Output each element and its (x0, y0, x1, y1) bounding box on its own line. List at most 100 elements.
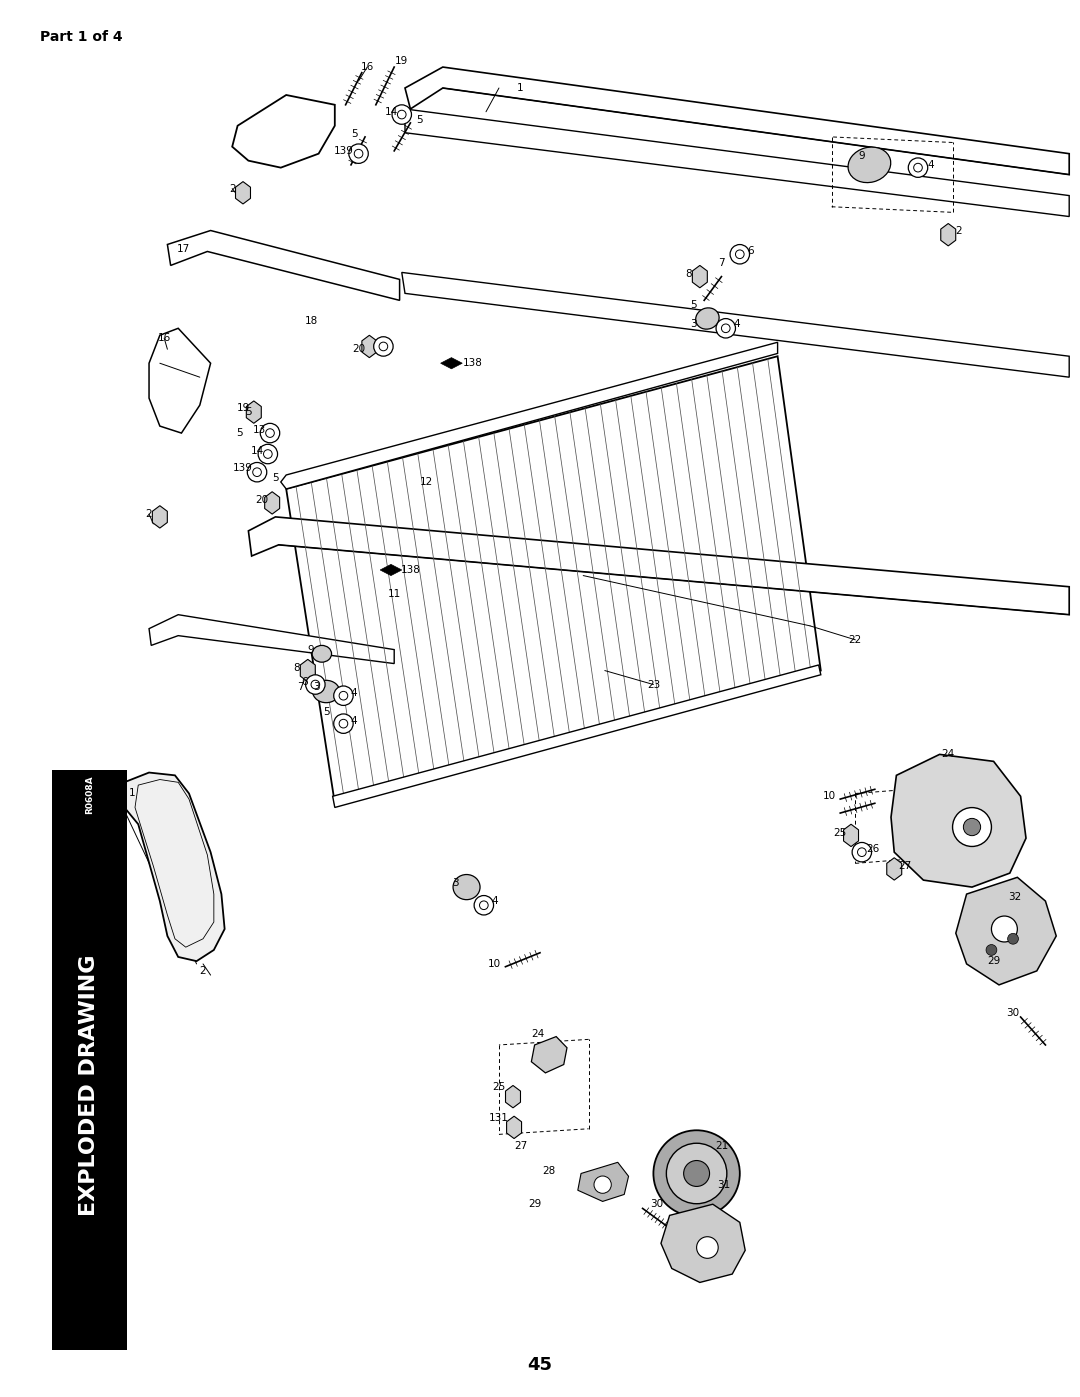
Text: 131: 131 (489, 1112, 509, 1123)
Text: 16: 16 (361, 61, 374, 73)
Polygon shape (692, 265, 707, 288)
Text: 22: 22 (849, 634, 862, 645)
Polygon shape (578, 1162, 629, 1201)
Circle shape (991, 916, 1017, 942)
Text: 32: 32 (1009, 891, 1022, 902)
Text: 14: 14 (384, 106, 397, 117)
Text: 20: 20 (255, 495, 268, 506)
Text: 8: 8 (294, 662, 300, 673)
Polygon shape (149, 328, 211, 433)
Circle shape (247, 462, 267, 482)
Ellipse shape (313, 680, 339, 703)
Circle shape (354, 149, 363, 158)
Circle shape (374, 337, 393, 356)
Circle shape (730, 244, 750, 264)
Text: 11: 11 (388, 588, 401, 599)
Text: 6: 6 (747, 246, 754, 257)
Text: 29: 29 (987, 956, 1000, 967)
Text: 25: 25 (834, 827, 847, 838)
Circle shape (397, 110, 406, 119)
Polygon shape (405, 109, 1069, 217)
Polygon shape (246, 401, 261, 423)
Polygon shape (152, 506, 167, 528)
Polygon shape (235, 182, 251, 204)
Polygon shape (661, 1204, 745, 1282)
Text: 139: 139 (233, 462, 253, 474)
Polygon shape (380, 564, 402, 576)
Circle shape (684, 1161, 710, 1186)
Circle shape (334, 714, 353, 733)
Text: 4: 4 (928, 159, 934, 170)
Polygon shape (441, 358, 462, 369)
Polygon shape (941, 224, 956, 246)
Text: 6: 6 (301, 676, 308, 687)
Ellipse shape (312, 645, 332, 662)
Text: 45: 45 (527, 1356, 553, 1375)
Text: EXPLODED DRAWING: EXPLODED DRAWING (80, 954, 99, 1215)
Text: 14: 14 (251, 446, 264, 457)
Text: 30: 30 (1007, 1007, 1020, 1018)
Text: 5: 5 (416, 115, 422, 126)
Polygon shape (167, 231, 400, 300)
Text: 3: 3 (313, 682, 320, 693)
Text: 16: 16 (158, 332, 171, 344)
Text: 24: 24 (942, 749, 955, 760)
Text: 10: 10 (488, 958, 501, 970)
Polygon shape (505, 1085, 521, 1108)
Text: 19: 19 (237, 402, 249, 414)
Text: 13: 13 (253, 425, 266, 436)
Text: 4: 4 (351, 715, 357, 726)
Circle shape (474, 895, 494, 915)
Text: 26: 26 (866, 844, 879, 855)
Polygon shape (265, 492, 280, 514)
Circle shape (260, 423, 280, 443)
Circle shape (480, 901, 488, 909)
Text: Part 1 of 4: Part 1 of 4 (40, 29, 123, 43)
Circle shape (914, 163, 922, 172)
Polygon shape (362, 335, 377, 358)
Circle shape (963, 819, 981, 835)
Circle shape (697, 1236, 718, 1259)
Text: 1: 1 (129, 788, 135, 799)
Circle shape (721, 324, 730, 332)
Circle shape (908, 158, 928, 177)
Circle shape (735, 250, 744, 258)
Text: 5: 5 (272, 472, 279, 483)
Text: 5: 5 (351, 129, 357, 140)
Circle shape (258, 444, 278, 464)
Text: 5: 5 (237, 427, 243, 439)
Circle shape (266, 429, 274, 437)
Circle shape (716, 319, 735, 338)
Text: 17: 17 (177, 243, 190, 254)
Bar (52, 820, 127, 1350)
Circle shape (986, 944, 997, 956)
Text: 23: 23 (647, 679, 660, 690)
Text: 21: 21 (715, 1140, 728, 1151)
Text: 19: 19 (395, 56, 408, 67)
Text: 27: 27 (514, 1140, 527, 1151)
Polygon shape (405, 67, 1069, 175)
Circle shape (339, 719, 348, 728)
Text: 8: 8 (686, 268, 692, 279)
Circle shape (349, 144, 368, 163)
Text: 2: 2 (200, 965, 206, 977)
Text: 2: 2 (229, 183, 235, 194)
Polygon shape (843, 824, 859, 847)
Text: 4: 4 (733, 319, 740, 330)
Text: 18: 18 (305, 316, 318, 327)
Circle shape (594, 1176, 611, 1193)
Circle shape (264, 450, 272, 458)
Text: 7: 7 (297, 682, 303, 693)
Text: 10: 10 (823, 791, 836, 802)
Polygon shape (286, 356, 821, 803)
Text: 2: 2 (956, 225, 962, 236)
Polygon shape (333, 665, 821, 807)
Circle shape (253, 468, 261, 476)
Polygon shape (531, 1037, 567, 1073)
Circle shape (953, 807, 991, 847)
Ellipse shape (848, 147, 891, 183)
Text: 28: 28 (542, 1165, 555, 1176)
Text: 138: 138 (401, 564, 420, 576)
Polygon shape (507, 1116, 522, 1139)
Circle shape (653, 1130, 740, 1217)
